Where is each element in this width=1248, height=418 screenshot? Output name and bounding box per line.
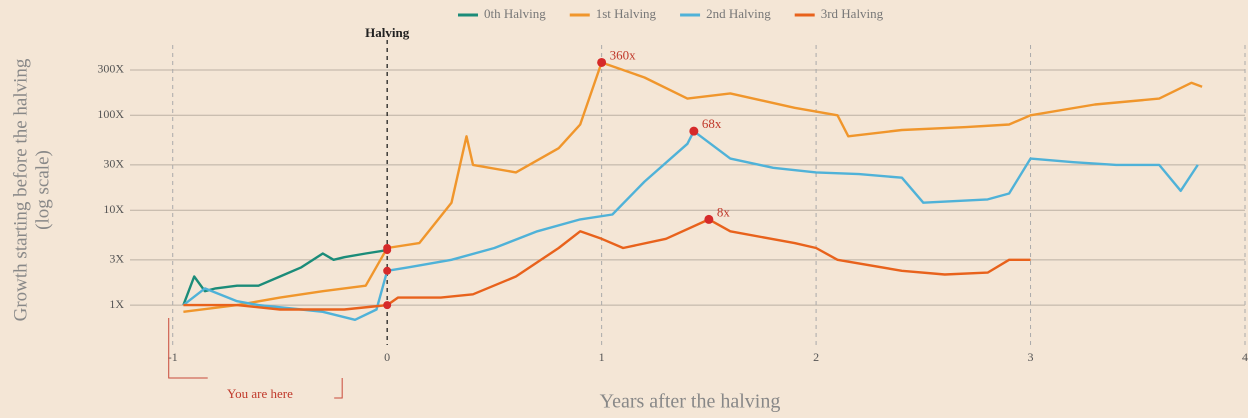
x-tick-label: 4 — [1242, 350, 1248, 364]
peak-marker — [704, 214, 714, 224]
peak-marker — [597, 57, 607, 67]
x-tick-label: 0 — [384, 350, 390, 364]
legend-label: 1st Halving — [596, 6, 657, 21]
y-tick-label: 100X — [97, 107, 124, 121]
peak-label: 8x — [717, 204, 731, 219]
you-are-here: You are here — [227, 386, 293, 401]
series-line — [183, 61, 1203, 313]
y-axis-label: Growth starting before the halving — [10, 58, 31, 321]
y-tick-label: 300X — [97, 62, 124, 76]
x-tick-label: 1 — [599, 350, 605, 364]
legend-label: 3rd Halving — [821, 6, 884, 21]
y-axis-label: (log scale) — [32, 150, 53, 230]
peak-marker — [689, 126, 699, 136]
x-tick-label: -1 — [168, 350, 178, 364]
series-line — [182, 248, 388, 306]
halving-label: Halving — [365, 25, 410, 40]
y-tick-label: 30X — [103, 157, 124, 171]
y-tick-label: 3X — [109, 252, 124, 266]
halving-marker — [383, 301, 392, 310]
x-tick-label: 2 — [813, 350, 819, 364]
y-tick-label: 1X — [109, 297, 124, 311]
peak-label: 360x — [610, 47, 637, 62]
legend-label: 0th Halving — [484, 6, 546, 21]
y-tick-label: 10X — [103, 202, 124, 216]
legend-label: 2nd Halving — [706, 6, 771, 21]
peak-label: 68x — [702, 116, 722, 131]
x-axis-label: Years after the halving — [600, 391, 781, 413]
series-line — [182, 130, 1199, 321]
series-line — [183, 218, 1031, 311]
you-are-here-bracket — [168, 318, 343, 399]
halving-marker — [383, 243, 392, 252]
x-tick-label: 3 — [1028, 350, 1034, 364]
halving-marker — [383, 266, 392, 275]
